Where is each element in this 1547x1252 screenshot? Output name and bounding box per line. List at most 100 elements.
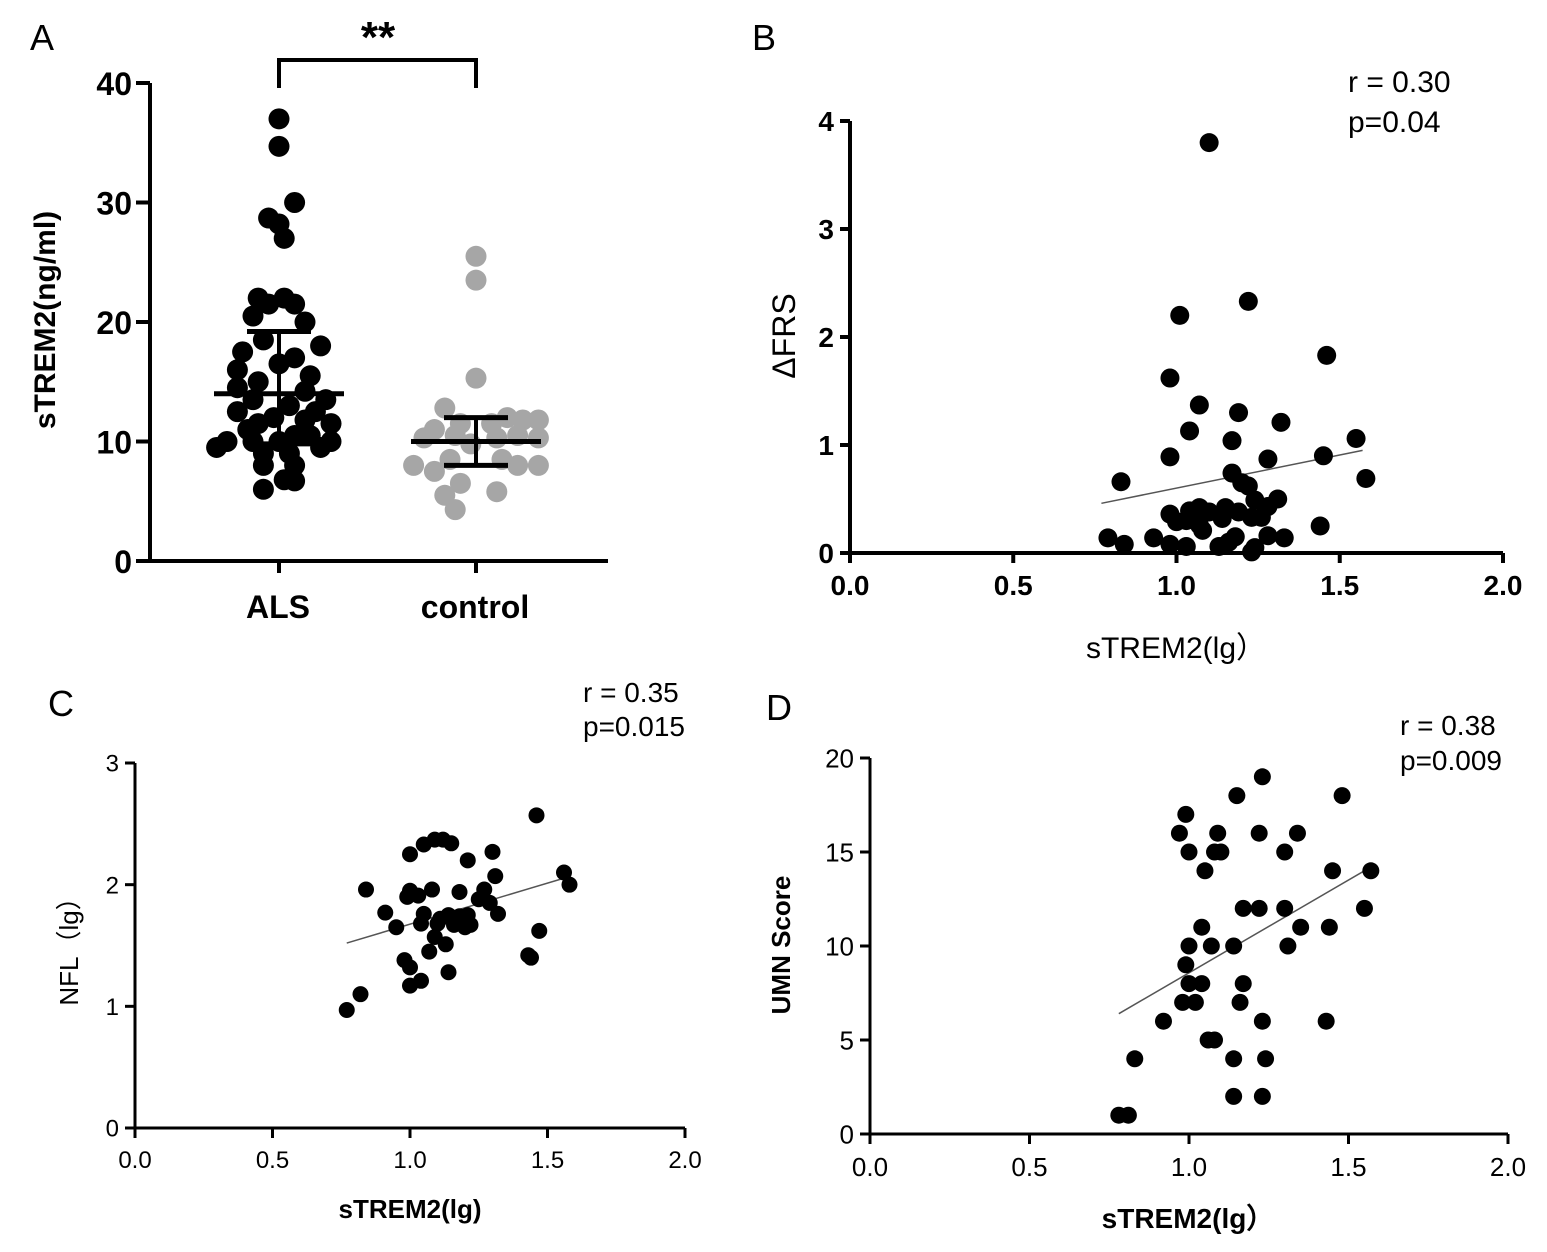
data-point bbox=[1258, 449, 1278, 469]
data-point bbox=[437, 936, 454, 953]
data-point bbox=[528, 807, 545, 824]
y-tick-label: 1 bbox=[818, 430, 834, 461]
data-point bbox=[377, 904, 394, 921]
data-point bbox=[1225, 1050, 1243, 1068]
data-point bbox=[1180, 421, 1200, 441]
y-tick-label: 2 bbox=[106, 872, 119, 899]
data-point bbox=[507, 454, 529, 476]
data-point bbox=[1276, 843, 1294, 861]
data-point bbox=[1253, 1012, 1271, 1030]
data-point bbox=[415, 836, 432, 853]
data-point bbox=[1229, 403, 1249, 423]
data-point bbox=[490, 905, 506, 922]
panel-b-p-value: p=0.04 bbox=[1348, 106, 1441, 139]
x-tick-label: 0.5 bbox=[256, 1147, 289, 1174]
data-point bbox=[284, 192, 306, 213]
data-point bbox=[399, 888, 416, 905]
data-point bbox=[1111, 472, 1131, 492]
data-point bbox=[1324, 862, 1342, 880]
data-point bbox=[1193, 520, 1213, 540]
data-point bbox=[429, 915, 446, 932]
panel-b: 0.0 0.5 1.0 1.5 2.0 0 1 2 3 4 sTREM2(lg） ΔFRS r =… bbox=[766, 66, 1522, 665]
data-point bbox=[1196, 862, 1214, 880]
data-point bbox=[1193, 918, 1211, 936]
data-point bbox=[527, 454, 549, 476]
data-point bbox=[1362, 862, 1380, 880]
x-tick-label: 0.0 bbox=[831, 570, 870, 601]
data-point bbox=[1250, 899, 1268, 917]
panel-c-xlabel: sTREM2(lg) bbox=[339, 1194, 482, 1224]
data-point bbox=[446, 916, 462, 933]
panel-c-axes: 0.0 0.5 1.0 1.5 2.0 0 1 2 3 bbox=[106, 751, 702, 1174]
data-point bbox=[1180, 843, 1198, 861]
data-point bbox=[252, 454, 274, 476]
data-point bbox=[1225, 937, 1243, 955]
data-point bbox=[413, 972, 429, 989]
data-point bbox=[1320, 918, 1338, 936]
data-point bbox=[1228, 787, 1246, 805]
data-point bbox=[310, 436, 332, 458]
data-point bbox=[1279, 937, 1297, 955]
data-point bbox=[1253, 1087, 1271, 1105]
x-tick-label: 1.5 bbox=[1330, 1152, 1366, 1182]
data-point bbox=[338, 1001, 355, 1018]
x-tick-label: 1.0 bbox=[1171, 1152, 1207, 1182]
y-tick-label: 4 bbox=[818, 106, 834, 137]
data-point bbox=[487, 868, 504, 885]
data-point bbox=[1317, 1012, 1335, 1030]
panel-label-a: A bbox=[30, 17, 54, 58]
data-point bbox=[1292, 918, 1310, 936]
panel-d-ylabel: UMN Score bbox=[766, 876, 796, 1015]
data-point bbox=[424, 881, 440, 898]
data-point bbox=[1170, 824, 1188, 842]
x-tick-label: 1.0 bbox=[393, 1147, 426, 1174]
data-point bbox=[1258, 526, 1278, 546]
data-point bbox=[310, 335, 332, 357]
data-point bbox=[1176, 537, 1196, 557]
data-point bbox=[1355, 899, 1373, 917]
data-point bbox=[1212, 843, 1230, 861]
panel-c-points bbox=[338, 807, 578, 1018]
data-point bbox=[1253, 768, 1271, 786]
data-point bbox=[421, 943, 438, 960]
data-point bbox=[1160, 534, 1180, 554]
data-point bbox=[527, 409, 549, 431]
panel-label-b: B bbox=[752, 17, 776, 58]
data-point bbox=[1144, 528, 1164, 548]
x-tick-label: 0.5 bbox=[994, 570, 1033, 601]
panel-c: 0.0 0.5 1.0 1.5 2.0 0 1 2 3 sTREM2(lg) NFL（lg） r… bbox=[54, 677, 702, 1224]
data-point bbox=[1274, 528, 1294, 548]
data-point bbox=[462, 916, 479, 933]
data-point bbox=[273, 227, 295, 249]
data-point bbox=[1222, 431, 1242, 451]
panel-c-r-value: r = 0.35 bbox=[583, 677, 679, 708]
data-point bbox=[1346, 429, 1366, 449]
panel-a-category-als: ALS bbox=[246, 589, 310, 625]
x-tick-label: 2.0 bbox=[668, 1147, 701, 1174]
x-tick-label: 2.0 bbox=[1490, 1152, 1526, 1182]
data-point bbox=[1186, 993, 1204, 1011]
data-point bbox=[1234, 899, 1252, 917]
x-tick-label: 0.5 bbox=[1011, 1152, 1047, 1182]
data-point bbox=[1310, 516, 1330, 536]
data-point bbox=[1234, 975, 1252, 993]
data-point bbox=[1199, 133, 1219, 153]
y-tick-label: 0 bbox=[106, 1116, 119, 1143]
x-tick-label: 0.0 bbox=[852, 1152, 888, 1182]
data-point bbox=[1288, 824, 1306, 842]
y-tick-label: 0 bbox=[840, 1119, 854, 1149]
data-point bbox=[1126, 1050, 1144, 1068]
y-tick-label: 3 bbox=[106, 751, 119, 778]
data-point bbox=[402, 959, 418, 976]
data-point bbox=[1242, 542, 1262, 562]
data-point bbox=[1114, 534, 1134, 554]
data-point bbox=[1189, 395, 1209, 415]
data-point bbox=[1333, 787, 1351, 805]
data-point bbox=[486, 427, 508, 449]
data-point bbox=[294, 311, 316, 333]
data-point bbox=[1242, 507, 1262, 527]
data-point bbox=[232, 341, 254, 363]
data-point bbox=[1209, 824, 1227, 842]
data-point bbox=[1250, 824, 1268, 842]
